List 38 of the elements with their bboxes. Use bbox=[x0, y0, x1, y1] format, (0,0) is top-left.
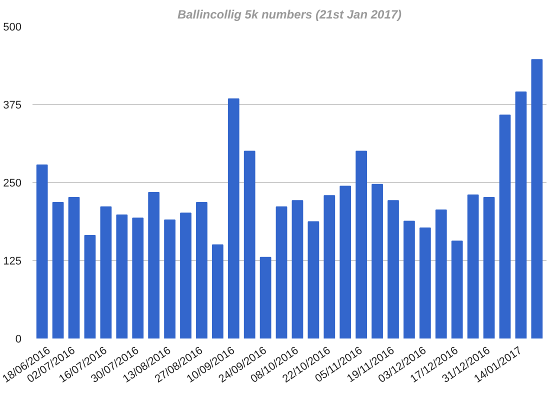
y-tick-label: 375 bbox=[3, 100, 22, 112]
bar bbox=[324, 195, 336, 338]
bar bbox=[212, 244, 224, 338]
bar bbox=[68, 196, 80, 338]
bar bbox=[356, 150, 368, 338]
bar bbox=[388, 200, 399, 338]
bar bbox=[196, 202, 208, 338]
bar bbox=[276, 206, 288, 338]
bar bbox=[228, 98, 240, 338]
bar bbox=[100, 206, 112, 338]
bar bbox=[404, 220, 415, 338]
chart-title: Ballincollig 5k numbers (21st Jan 2017) bbox=[177, 8, 402, 22]
bar bbox=[435, 209, 447, 338]
bar bbox=[244, 150, 256, 338]
y-tick-label: 125 bbox=[3, 256, 22, 268]
bar bbox=[372, 184, 383, 338]
bar bbox=[451, 240, 463, 338]
bar bbox=[180, 212, 192, 338]
bar bbox=[499, 114, 511, 338]
y-tick-label: 500 bbox=[3, 22, 22, 34]
bar bbox=[292, 200, 304, 338]
bar bbox=[116, 214, 128, 338]
bar bbox=[132, 218, 144, 338]
y-tick-label: 0 bbox=[15, 334, 22, 346]
bar bbox=[260, 256, 272, 338]
bar bbox=[84, 235, 96, 338]
bar bbox=[483, 196, 495, 338]
bar bbox=[164, 219, 176, 338]
bar bbox=[467, 194, 479, 338]
bar bbox=[52, 202, 64, 338]
bar bbox=[308, 221, 320, 338]
bar bbox=[515, 92, 527, 338]
y-tick-label: 250 bbox=[3, 178, 22, 190]
bar bbox=[419, 228, 431, 338]
bar bbox=[531, 59, 543, 338]
bar bbox=[148, 192, 160, 338]
bar bbox=[340, 186, 352, 338]
bar bbox=[36, 164, 48, 338]
